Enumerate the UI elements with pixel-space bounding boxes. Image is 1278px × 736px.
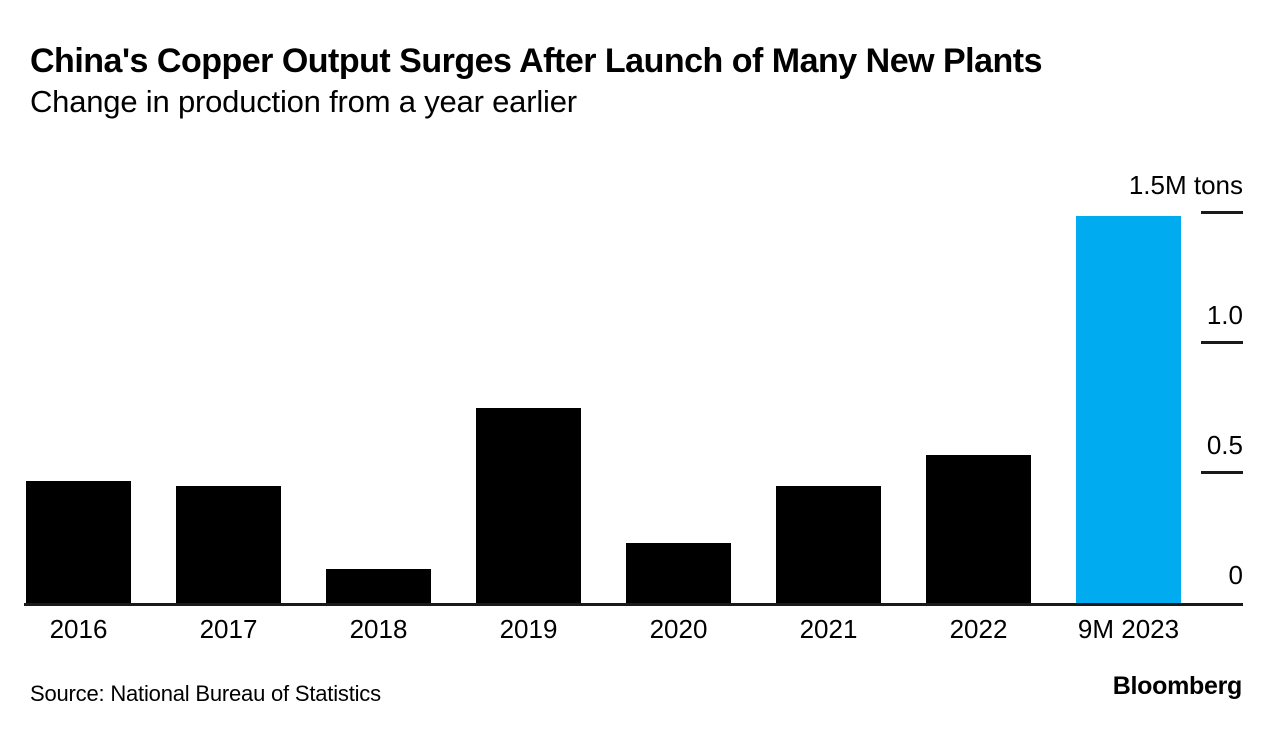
y-tick-mark — [1201, 211, 1243, 214]
y-tick-label-0: 0 — [1228, 560, 1243, 590]
chart-title: China's Copper Output Surges After Launc… — [30, 42, 1043, 80]
y-tick-label-1: 1.0 — [1206, 300, 1243, 330]
x-axis-label-9m-2023: 9M 2023 — [1077, 614, 1180, 644]
bar-2022 — [926, 455, 1031, 603]
bar-2017 — [176, 486, 281, 603]
y-tick-label-1.5: 1.5M tons — [1128, 170, 1243, 200]
y-tick-mark — [1201, 471, 1243, 474]
bloomberg-logo: Bloomberg — [1112, 672, 1243, 700]
x-axis-label-2022: 2022 — [949, 614, 1008, 644]
x-axis-label-2019: 2019 — [499, 614, 558, 644]
y-tick-label-0.5: 0.5 — [1206, 430, 1243, 460]
x-axis-label-2021: 2021 — [799, 614, 858, 644]
x-axis-baseline — [24, 603, 1243, 606]
x-axis-label-2020: 2020 — [649, 614, 708, 644]
bar-2020 — [626, 543, 731, 603]
bar-9m-2023 — [1076, 216, 1181, 603]
source-note: Source: National Bureau of Statistics — [30, 681, 381, 706]
bar-2018 — [326, 569, 431, 603]
x-axis-label-2018: 2018 — [349, 614, 408, 644]
bar-2021 — [776, 486, 881, 603]
chart-subtitle: Change in production from a year earlier — [30, 84, 577, 119]
x-axis-label-2016: 2016 — [49, 614, 108, 644]
bar-2016 — [26, 481, 131, 603]
bar-2019 — [476, 408, 581, 603]
x-axis-label-2017: 2017 — [199, 614, 258, 644]
y-tick-mark — [1201, 341, 1243, 344]
